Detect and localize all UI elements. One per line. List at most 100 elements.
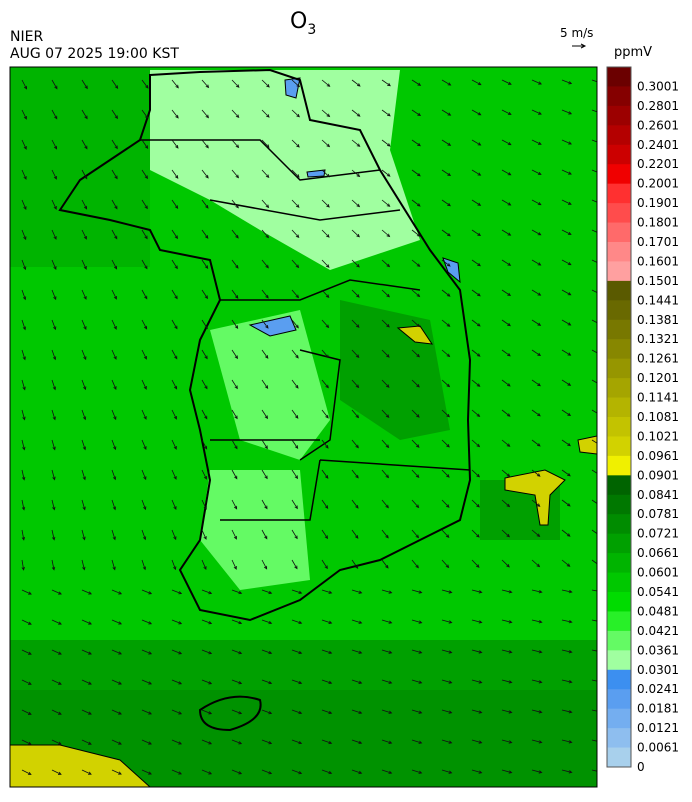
wind-arrow — [111, 289, 117, 300]
wind-arrow — [561, 619, 573, 624]
wind-arrow — [291, 409, 299, 419]
wind-arrow — [51, 529, 56, 541]
wind-arrow — [201, 439, 208, 450]
wind-arrow — [171, 229, 178, 240]
colorbar-swatch — [607, 708, 631, 729]
colorbar-label: 0.1141 — [637, 391, 679, 405]
colorbar-swatch — [607, 572, 631, 593]
colorbar-label: 0.1381 — [637, 313, 679, 327]
wind-arrow — [381, 709, 393, 714]
wind-arrow — [411, 79, 422, 86]
wind-arrow — [441, 739, 453, 744]
wind-arrow — [471, 709, 483, 714]
wind-arrow — [441, 499, 450, 508]
wind-arrow — [81, 79, 88, 90]
wind-arrow — [411, 349, 420, 358]
wind-arrow — [291, 109, 300, 118]
wind-arrow — [261, 379, 269, 389]
wind-arrow — [261, 739, 273, 745]
wind-arrow — [351, 199, 361, 208]
wind-arrow — [291, 709, 303, 715]
wind-arrow — [531, 109, 542, 115]
wind-arrow — [231, 259, 239, 269]
colorbar-swatch — [607, 669, 631, 690]
wind-arrow — [21, 139, 27, 150]
wind-arrow — [201, 289, 208, 300]
wind-arrow — [351, 379, 360, 389]
wind-arrow — [201, 649, 213, 655]
wind-arrow — [561, 589, 573, 594]
wind-arrow — [381, 499, 389, 509]
wind-arrow — [291, 289, 300, 299]
wind-arrow — [291, 319, 299, 329]
wind-arrow — [471, 79, 482, 86]
wind-arrow — [51, 379, 57, 391]
wind-arrow — [381, 439, 390, 449]
wind-arrow — [381, 409, 390, 419]
wind-arrow — [441, 709, 453, 714]
colorbar-swatch — [607, 553, 631, 574]
colorbar-swatch — [607, 222, 631, 243]
wind-arrow — [201, 529, 207, 540]
wind-arrow — [531, 619, 543, 624]
wind-arrow — [441, 469, 450, 478]
wind-arrow — [141, 109, 149, 119]
wind-arrow — [531, 289, 542, 296]
wind-arrow — [471, 169, 482, 176]
wind-arrow — [201, 139, 209, 149]
wind-arrow — [441, 649, 453, 654]
wind-arrow — [51, 319, 57, 331]
wind-scale-head — [580, 43, 587, 49]
wind-arrow — [561, 529, 571, 537]
wind-arrow — [141, 559, 147, 571]
wind-arrow — [381, 739, 393, 744]
wind-arrow — [411, 559, 419, 569]
wind-arrow — [81, 499, 86, 511]
wind-arrow — [141, 679, 153, 685]
colorbar-swatch — [607, 319, 631, 340]
wind-arrow — [321, 559, 328, 570]
province-border — [140, 139, 471, 521]
colorbar-swatch — [607, 144, 631, 165]
colorbar-swatch — [607, 358, 631, 379]
wind-arrow — [141, 769, 152, 775]
wind-arrow — [441, 169, 452, 177]
agency: NIER — [10, 29, 43, 45]
wind-arrow — [231, 499, 238, 510]
wind-arrow — [291, 379, 299, 389]
wind-arrow — [531, 349, 542, 357]
colorbar-label: 0.1021 — [637, 429, 679, 443]
wind-arrow — [51, 709, 62, 715]
wind-arrow — [471, 199, 482, 206]
wind-arrow — [51, 169, 57, 180]
wind-arrow — [81, 589, 93, 595]
wind-arrow — [231, 739, 243, 745]
wind-arrow — [351, 409, 360, 419]
wind-arrow — [531, 769, 543, 774]
wind-arrow — [111, 439, 117, 451]
wind-arrow — [501, 229, 512, 236]
wind-arrow — [501, 409, 511, 417]
wind-arrow — [141, 439, 147, 451]
wind-arrow — [321, 109, 331, 118]
wind-arrow — [201, 679, 213, 685]
wind-arrow — [531, 319, 542, 326]
island — [198, 695, 262, 732]
colorbar-swatch — [607, 514, 631, 535]
wind-arrow — [351, 769, 363, 775]
map-frame — [9, 66, 598, 788]
wind-arrow — [561, 259, 572, 266]
wind-arrow — [21, 349, 26, 361]
wind-arrow — [81, 769, 92, 775]
wind-arrow — [21, 679, 32, 685]
wind-arrow — [441, 229, 451, 237]
colorbar-swatch — [607, 164, 631, 185]
wind-arrow — [591, 319, 597, 324]
wind-arrow — [261, 589, 273, 595]
colorbar-label: 0.2201 — [637, 157, 679, 171]
wind-arrow — [411, 289, 421, 298]
wind-arrow — [231, 769, 243, 775]
colorbar-swatch — [607, 533, 631, 554]
colorbar-swatch — [607, 689, 631, 710]
